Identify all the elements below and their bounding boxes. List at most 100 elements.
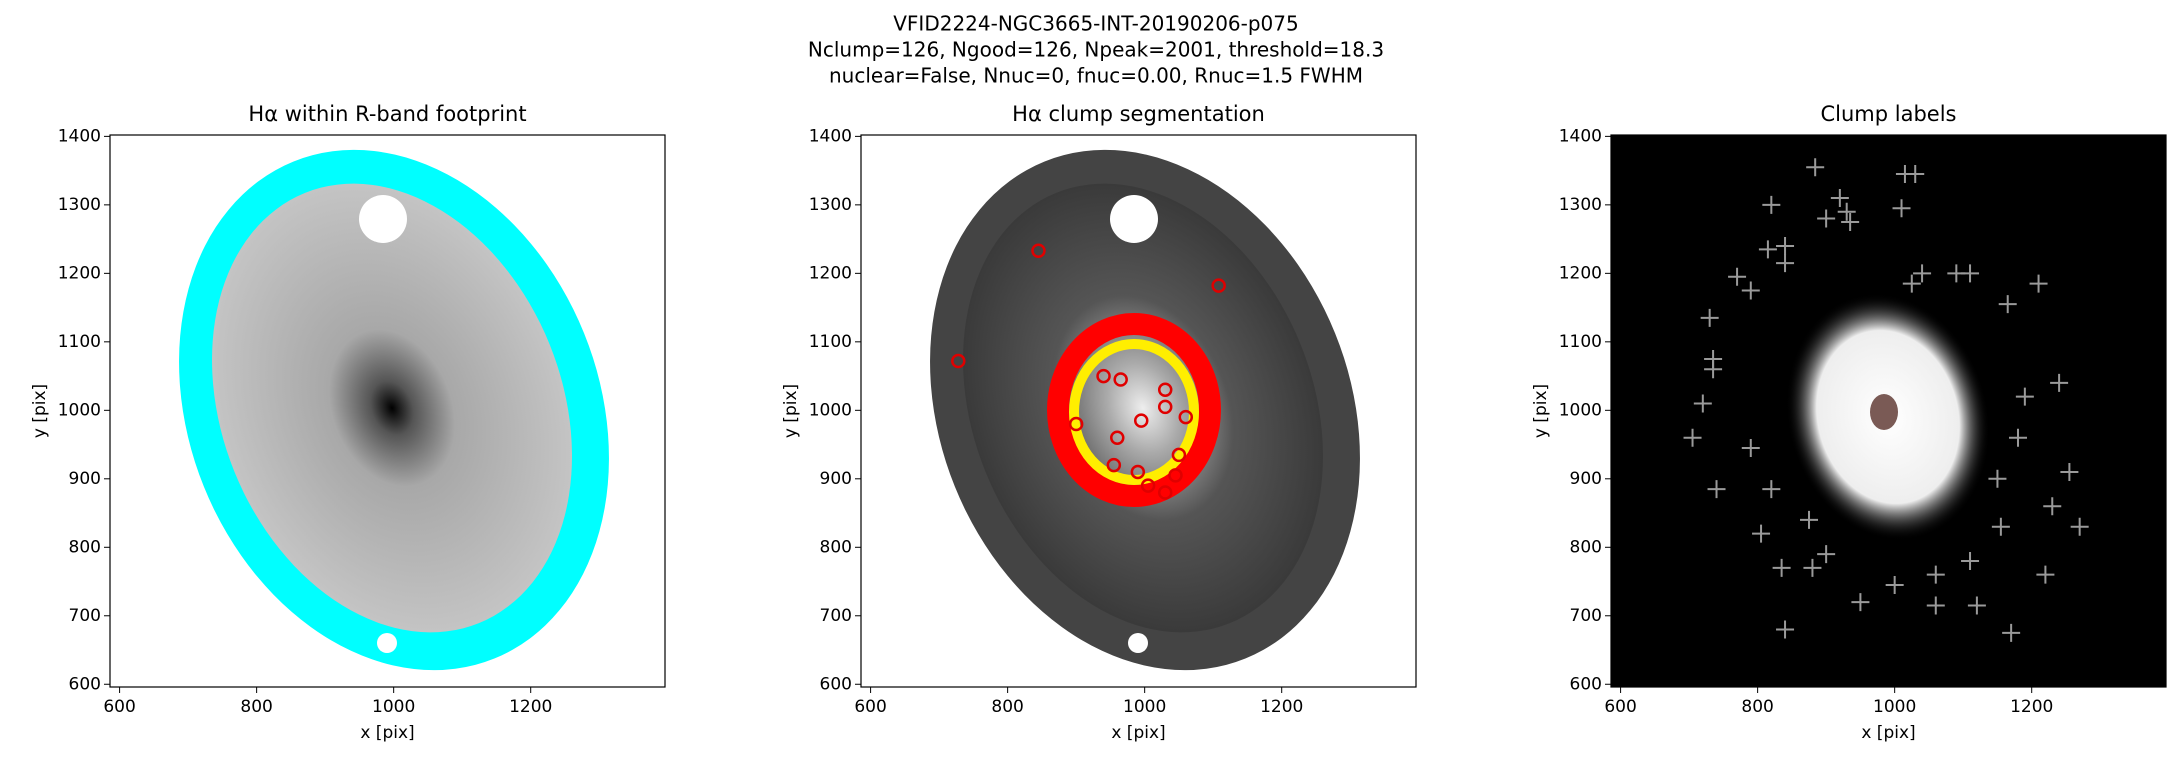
clump-marker <box>1988 469 2007 488</box>
clump-marker <box>1031 243 1046 258</box>
image <box>930 149 1360 671</box>
y-tick-label: 1400 <box>1559 126 1602 146</box>
x-tick-label: 800 <box>991 697 1023 717</box>
y-tick-label: 1100 <box>809 332 852 352</box>
clump-marker <box>1211 278 1226 293</box>
clump-marker <box>1913 264 1932 283</box>
y-tick-label: 1000 <box>809 400 852 420</box>
axes-title: Hα clump segmentation <box>1012 102 1265 126</box>
axes-frame <box>1610 134 2167 688</box>
y-tick-label: 600 <box>1570 674 1602 694</box>
y-tick-label: 1300 <box>58 195 101 215</box>
clump-marker <box>1902 274 1921 293</box>
clump-marker <box>1961 264 1980 283</box>
x-axis-label: x [pix] <box>360 723 414 743</box>
clump-marker <box>2029 274 2048 293</box>
clump-marker <box>1762 195 1781 214</box>
x-tick-label: 800 <box>1741 697 1773 717</box>
clump-marker <box>1683 428 1702 447</box>
clump-marker <box>951 353 966 369</box>
y-tick-label: 1000 <box>58 400 101 420</box>
y-tick-label: 600 <box>820 674 852 694</box>
clump-marker <box>1926 565 1945 584</box>
clump-marker <box>2015 387 2034 406</box>
clump-marker <box>1991 517 2010 536</box>
clump-marker <box>1110 430 1125 445</box>
clump-marker <box>1841 212 1860 231</box>
x-tick-label: 1000 <box>1123 697 1166 717</box>
clump-marker <box>1704 360 1723 379</box>
clump-marker <box>1961 551 1980 570</box>
clump-marker <box>1758 240 1777 259</box>
clump-marker <box>1776 236 1795 255</box>
y-tick-label: 900 <box>1570 469 1602 489</box>
x-tick-label: 1200 <box>1260 697 1303 717</box>
y-tick-label: 1300 <box>1559 195 1602 215</box>
y-tick-label: 1300 <box>809 195 852 215</box>
clump-marker <box>1693 394 1712 413</box>
y-tick-label: 1000 <box>1559 400 1602 420</box>
clump-marker <box>1803 558 1822 577</box>
y-axis-label: y [pix] <box>1531 384 1551 438</box>
x-axis-label: x [pix] <box>1861 723 1915 743</box>
x-tick-label: 600 <box>1604 697 1636 717</box>
clump-marker <box>1892 199 1911 218</box>
y-tick-label: 700 <box>1570 606 1602 626</box>
y-tick-label: 700 <box>820 606 852 626</box>
y-tick-label: 1100 <box>58 332 101 352</box>
clump-marker <box>1728 267 1747 286</box>
clump-marker <box>1830 189 1849 208</box>
clump-marker <box>1157 399 1173 415</box>
clump-marker <box>2043 497 2062 516</box>
axes-title: Hα within R-band footprint <box>248 102 526 126</box>
y-tick-label: 1200 <box>58 263 101 283</box>
clump-marker <box>1817 545 1836 564</box>
clump-marker <box>1906 165 1925 184</box>
clump-marker <box>1752 524 1771 543</box>
x-tick-label: 1000 <box>372 697 415 717</box>
y-tick-label: 900 <box>69 469 101 489</box>
clump-marker <box>1817 209 1836 228</box>
figure-title: VFID2224-NGC3665-INT-20190206-p075 <box>893 12 1298 36</box>
axes-title: Clump labels <box>1821 102 1957 126</box>
y-tick-label: 1200 <box>1559 263 1602 283</box>
clump-marker <box>1837 202 1856 221</box>
clump-marker <box>1700 308 1719 327</box>
clump-marker <box>1967 596 1986 615</box>
clump-marker <box>1168 468 1183 483</box>
clump-marker <box>1741 438 1760 457</box>
clump-marker <box>2070 517 2089 536</box>
clump-marker <box>1157 485 1173 500</box>
clump-marker <box>1741 281 1760 300</box>
clump-marker <box>2060 462 2079 481</box>
y-tick-label: 600 <box>69 674 101 694</box>
image <box>179 149 609 671</box>
axes-frame <box>860 134 1417 688</box>
clump-marker <box>1851 593 1870 612</box>
clump-marker <box>2050 373 2069 392</box>
clump-marker <box>1998 295 2017 314</box>
clump-marker <box>1140 478 1156 493</box>
y-tick-label: 1200 <box>809 263 852 283</box>
clump-marker <box>1171 447 1187 463</box>
y-tick-label: 1100 <box>1559 332 1602 352</box>
markers <box>1683 158 2089 642</box>
y-tick-label: 800 <box>1570 537 1602 557</box>
axes-frame <box>109 134 666 688</box>
image <box>1611 135 2166 687</box>
x-tick-label: 1200 <box>2010 697 2053 717</box>
clump-marker <box>1106 457 1122 473</box>
y-axis-label: y [pix] <box>30 384 50 438</box>
markers <box>951 243 1226 500</box>
clump-marker <box>1130 464 1146 480</box>
figure-title: nuclear=False, Nnuc=0, fnuc=0.00, Rnuc=1… <box>829 64 1363 88</box>
clump-marker <box>2002 623 2021 642</box>
y-tick-label: 1400 <box>58 126 101 146</box>
y-tick-label: 900 <box>820 469 852 489</box>
clump-marker <box>1096 368 1111 384</box>
clump-marker <box>1113 372 1128 387</box>
clump-marker <box>1776 620 1795 639</box>
clump-marker <box>1178 409 1194 425</box>
clump-marker <box>1707 480 1726 499</box>
